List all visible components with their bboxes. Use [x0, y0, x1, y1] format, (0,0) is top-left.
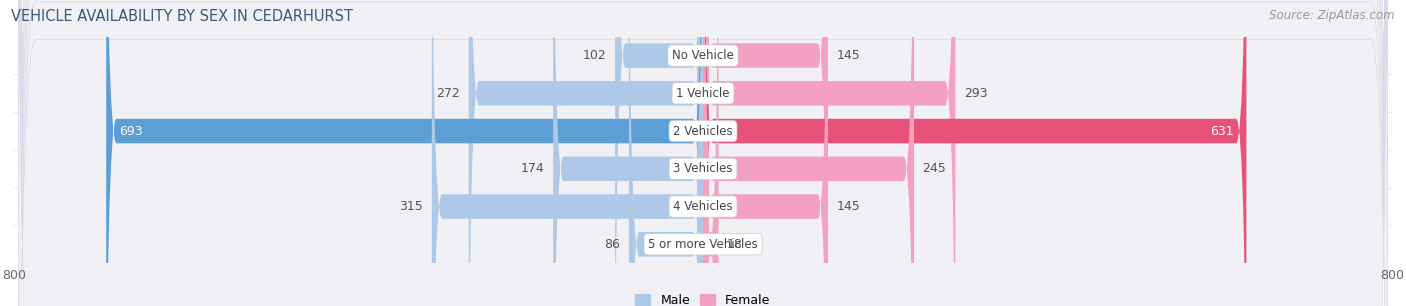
- Legend: Male, Female: Male, Female: [636, 294, 770, 306]
- FancyBboxPatch shape: [703, 0, 718, 306]
- FancyBboxPatch shape: [432, 0, 703, 306]
- FancyBboxPatch shape: [18, 0, 1388, 306]
- Text: 145: 145: [837, 200, 860, 213]
- FancyBboxPatch shape: [703, 0, 1246, 306]
- Text: 4 Vehicles: 4 Vehicles: [673, 200, 733, 213]
- Text: 102: 102: [583, 49, 606, 62]
- FancyBboxPatch shape: [703, 0, 955, 306]
- Text: VEHICLE AVAILABILITY BY SEX IN CEDARHURST: VEHICLE AVAILABILITY BY SEX IN CEDARHURS…: [11, 9, 353, 24]
- FancyBboxPatch shape: [703, 0, 828, 306]
- Text: 315: 315: [399, 200, 423, 213]
- Text: No Vehicle: No Vehicle: [672, 49, 734, 62]
- FancyBboxPatch shape: [18, 0, 1388, 306]
- FancyBboxPatch shape: [107, 0, 703, 306]
- FancyBboxPatch shape: [703, 0, 828, 306]
- Text: 2 Vehicles: 2 Vehicles: [673, 125, 733, 138]
- Text: 272: 272: [436, 87, 460, 100]
- Text: Source: ZipAtlas.com: Source: ZipAtlas.com: [1270, 9, 1395, 22]
- FancyBboxPatch shape: [18, 0, 1388, 306]
- FancyBboxPatch shape: [18, 0, 1388, 306]
- Text: 3 Vehicles: 3 Vehicles: [673, 162, 733, 175]
- FancyBboxPatch shape: [18, 0, 1388, 306]
- Text: 293: 293: [965, 87, 987, 100]
- FancyBboxPatch shape: [468, 0, 703, 306]
- FancyBboxPatch shape: [18, 0, 1388, 306]
- Text: 245: 245: [922, 162, 946, 175]
- Text: 18: 18: [727, 238, 742, 251]
- FancyBboxPatch shape: [616, 0, 703, 306]
- Text: 5 or more Vehicles: 5 or more Vehicles: [648, 238, 758, 251]
- Text: 1 Vehicle: 1 Vehicle: [676, 87, 730, 100]
- FancyBboxPatch shape: [628, 0, 703, 306]
- Text: 86: 86: [605, 238, 620, 251]
- Text: 145: 145: [837, 49, 860, 62]
- Text: 693: 693: [120, 125, 143, 138]
- Text: 631: 631: [1209, 125, 1233, 138]
- FancyBboxPatch shape: [553, 0, 703, 306]
- Text: 174: 174: [520, 162, 544, 175]
- FancyBboxPatch shape: [703, 0, 914, 306]
